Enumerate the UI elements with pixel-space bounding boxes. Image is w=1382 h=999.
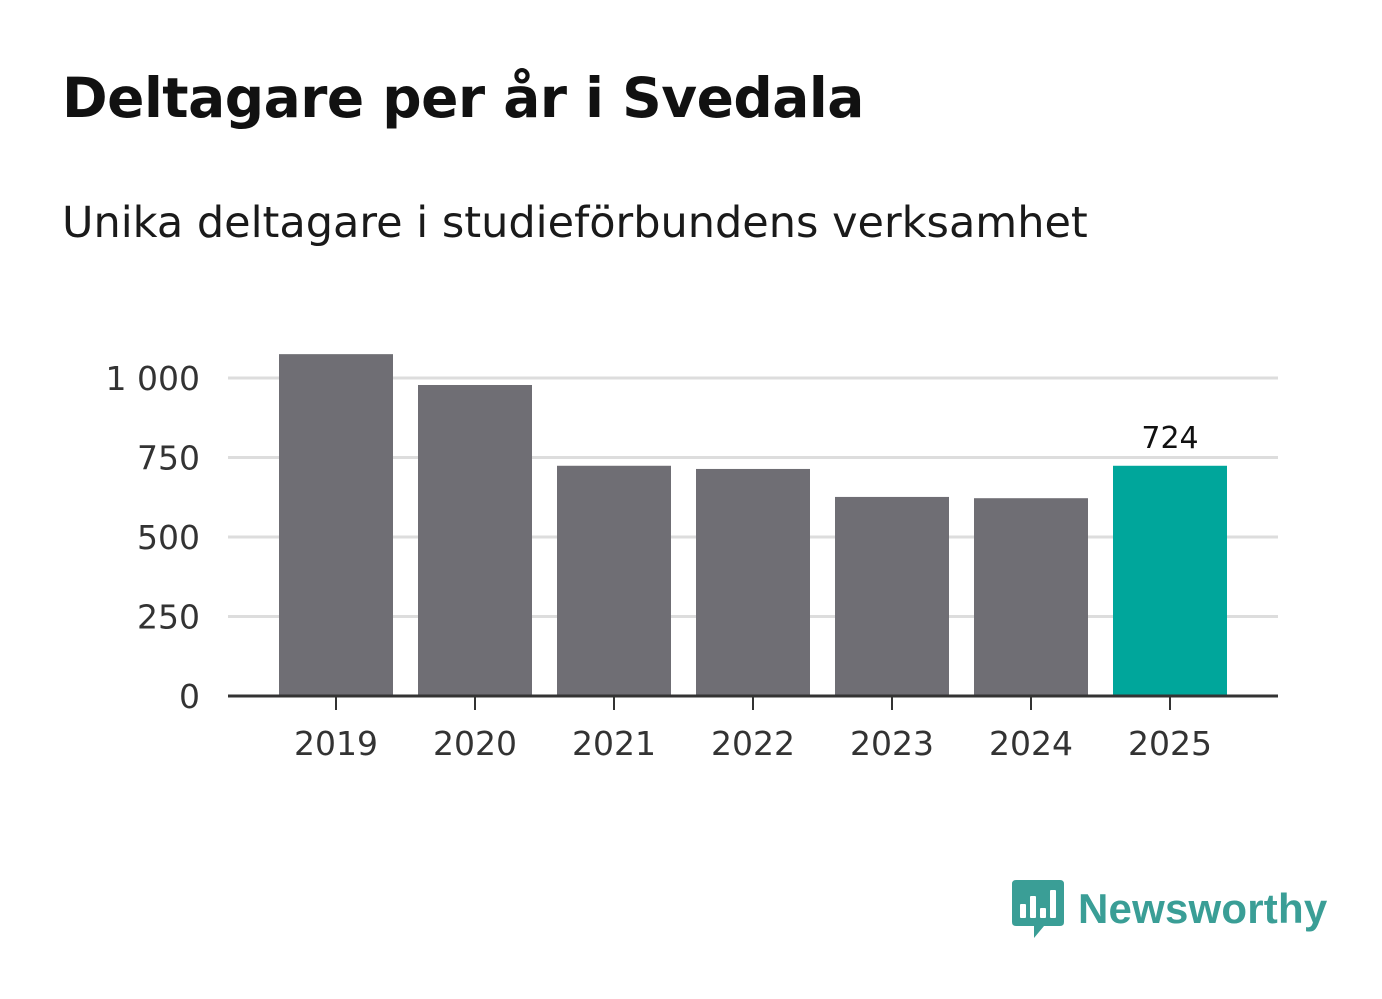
x-tick-label: 2025: [1128, 724, 1212, 763]
bar-2019: [279, 354, 393, 696]
bar-2023: [835, 496, 949, 696]
y-tick-label: 0: [179, 677, 200, 716]
chart-title: Deltagare per år i Svedala: [62, 66, 864, 130]
bars: [279, 354, 1227, 696]
brand-name: Newsworthy: [1078, 885, 1328, 932]
x-tick-label: 2019: [294, 724, 378, 763]
chart-subtitle: Unika deltagare i studieförbundens verks…: [62, 198, 1088, 248]
bar-2020: [418, 384, 532, 696]
x-tick-label: 2021: [572, 724, 656, 763]
bar-2025: [1113, 465, 1227, 696]
bar-2021: [557, 465, 671, 696]
newsworthy-logo-icon: [1012, 880, 1064, 938]
y-tick-label: 250: [137, 598, 200, 637]
x-tick-label: 2022: [711, 724, 795, 763]
y-tick-label: 750: [137, 439, 200, 478]
data-label-2025: 724: [1141, 421, 1198, 456]
labels: 0 250 500 750 1 000 2019 2020 2021 2022 2023 2024 2…: [106, 359, 1212, 763]
axes: [228, 694, 1278, 710]
y-tick-label: 500: [137, 518, 200, 557]
x-tick-label: 2020: [433, 724, 517, 763]
bar-2024: [974, 498, 1088, 696]
y-tick-label: 1 000: [106, 359, 200, 398]
bar-2022: [696, 468, 810, 696]
x-tick-label: 2023: [850, 724, 934, 763]
x-tick-label: 2024: [989, 724, 1073, 763]
brand-logo: Newsworthy: [1010, 878, 1327, 940]
